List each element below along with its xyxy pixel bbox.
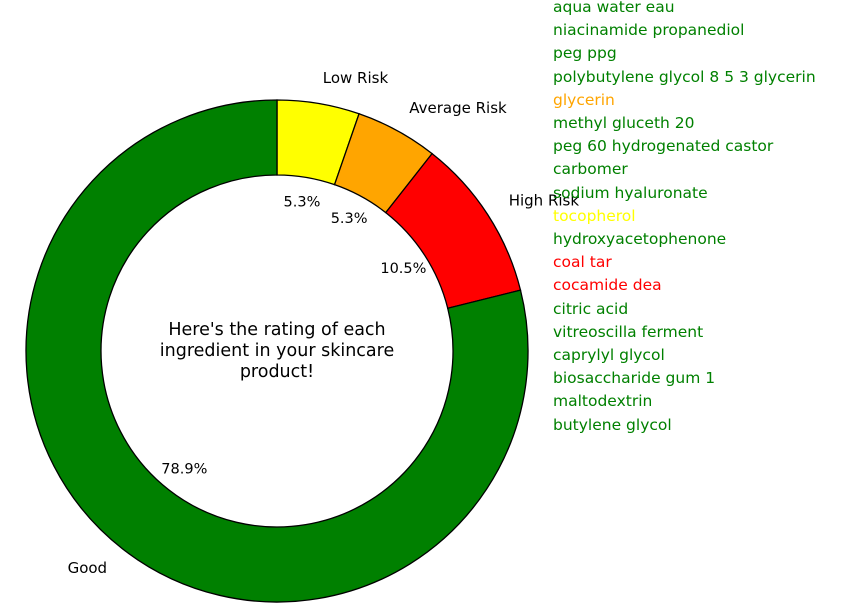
ingredient-item: aqua water eau bbox=[553, 0, 675, 16]
center-text-line: product! bbox=[240, 362, 314, 382]
ingredient-item: tocopherol bbox=[553, 206, 636, 225]
slice-label-low-risk: Low Risk bbox=[323, 69, 389, 87]
ingredient-item: caprylyl glycol bbox=[553, 346, 665, 364]
ingredient-item: peg ppg bbox=[553, 44, 617, 63]
ingredient-item: hydroxyacetophenone bbox=[553, 230, 727, 248]
ingredient-item: polybutylene glycol 8 5 3 glycerin bbox=[553, 67, 816, 86]
ingredient-item: vitreoscilla ferment bbox=[553, 322, 704, 341]
pct-label-low-risk: 5.3% bbox=[284, 194, 321, 210]
ingredient-item: sodium hyaluronate bbox=[553, 183, 708, 202]
slice-label-average-risk: Average Risk bbox=[409, 99, 507, 117]
ingredient-item: carbomer bbox=[553, 160, 628, 179]
ingredient-item: methyl gluceth 20 bbox=[553, 114, 695, 132]
ingredient-item: maltodextrin bbox=[553, 392, 653, 411]
slice-label-high-risk: High Risk bbox=[509, 191, 580, 209]
slice-good bbox=[25, 99, 529, 603]
slice-label-good: Good bbox=[68, 559, 108, 577]
ingredient-item: butylene glycol bbox=[553, 415, 672, 434]
pct-label-high-risk: 10.5% bbox=[380, 261, 426, 277]
ingredient-item: cocamide dea bbox=[553, 276, 662, 295]
ingredient-item: coal tar bbox=[553, 253, 612, 272]
pct-label-good: 78.9% bbox=[161, 462, 207, 478]
ingredient-item: peg 60 hydrogenated castor bbox=[553, 137, 774, 156]
center-text-line: Here's the rating of each bbox=[168, 320, 385, 340]
ingredient-item: niacinamide propanediol bbox=[553, 21, 745, 40]
chart-center-text: Here's the rating of each ingredient in y… bbox=[160, 320, 394, 382]
ingredient-item: citric acid bbox=[553, 299, 629, 318]
ingredient-item: biosaccharide gum 1 bbox=[553, 369, 716, 388]
center-text-line: ingredient in your skincare bbox=[160, 341, 394, 361]
pct-label-average-risk: 5.3% bbox=[331, 211, 368, 227]
ingredient-item: glycerin bbox=[553, 90, 615, 109]
